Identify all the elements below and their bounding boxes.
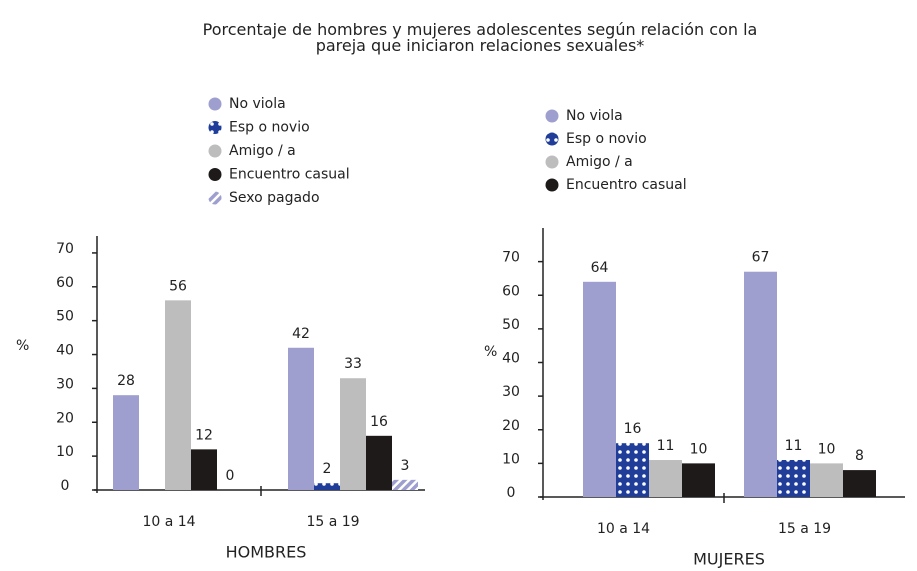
chart-title: Porcentaje de hombres y mujeres adolesce… <box>203 20 758 55</box>
y-axis-label: % <box>16 338 29 354</box>
bar <box>340 378 366 490</box>
bar <box>366 435 392 490</box>
legend-swatch <box>208 144 222 158</box>
y-tick-label: 0 <box>507 485 516 501</box>
y-tick-label: 70 <box>502 250 520 266</box>
bar <box>744 271 777 497</box>
value-label: 64 <box>591 260 609 276</box>
legend-label: Sexo pagado <box>229 190 320 206</box>
value-label: 12 <box>195 427 213 443</box>
bar <box>113 395 139 490</box>
y-tick-label: 40 <box>502 351 520 367</box>
bar <box>392 479 418 490</box>
value-label: 56 <box>169 278 187 294</box>
x-tick-label: 10 a 14 <box>597 521 650 537</box>
legend-swatch <box>545 178 559 192</box>
legend-label: Encuentro casual <box>229 167 350 183</box>
bar <box>314 483 340 490</box>
bar <box>288 347 314 490</box>
y-tick-label: 40 <box>56 343 74 359</box>
value-label: 33 <box>344 356 362 372</box>
bar <box>649 460 682 497</box>
y-tick-label: 0 <box>61 478 70 494</box>
bar <box>191 449 217 490</box>
value-label: 0 <box>226 468 235 484</box>
value-label: 10 <box>818 441 836 457</box>
value-label: 16 <box>370 414 388 430</box>
legend-label: Amigo / a <box>229 143 296 159</box>
x-tick-label: 15 a 19 <box>306 514 359 530</box>
bar <box>682 463 715 497</box>
bar <box>777 460 810 497</box>
legend-swatch <box>208 168 222 181</box>
bar <box>843 470 876 497</box>
legend-swatch <box>545 155 559 169</box>
y-tick-label: 60 <box>502 283 520 299</box>
value-label: 3 <box>401 458 410 474</box>
value-label: 2 <box>323 461 332 477</box>
y-axis-label: % <box>484 344 497 360</box>
x-tick-label: 15 a 19 <box>778 521 831 537</box>
y-tick-label: 30 <box>502 384 520 400</box>
y-tick-label: 20 <box>502 418 520 434</box>
legend-label: Esp o novio <box>566 131 647 147</box>
panel-title: HOMBRES <box>226 543 307 562</box>
legend-label: Amigo / a <box>566 154 633 170</box>
y-tick-label: 60 <box>56 275 74 291</box>
bar <box>616 443 649 497</box>
bar <box>165 300 191 490</box>
panel-title: MUJERES <box>693 550 765 569</box>
legend-swatch <box>208 191 222 205</box>
bar <box>810 463 843 497</box>
value-label: 8 <box>855 448 864 464</box>
value-label: 11 <box>785 438 803 454</box>
legend-swatch <box>545 109 559 123</box>
y-tick-label: 20 <box>56 410 74 426</box>
bar <box>583 281 616 497</box>
y-tick-label: 50 <box>502 317 520 333</box>
value-label: 11 <box>657 438 675 454</box>
value-label: 28 <box>117 373 135 389</box>
legend-swatch <box>208 121 222 134</box>
x-tick-label: 10 a 14 <box>142 514 195 530</box>
y-tick-label: 70 <box>56 241 74 257</box>
legend-swatch <box>545 132 559 146</box>
y-tick-label: 10 <box>502 451 520 467</box>
y-tick-label: 30 <box>56 376 74 392</box>
value-label: 10 <box>690 441 708 457</box>
y-tick-label: 50 <box>56 309 74 325</box>
legend-swatch <box>208 97 222 111</box>
value-label: 16 <box>624 421 642 437</box>
legend-label: Encuentro casual <box>566 177 687 193</box>
y-tick-label: 10 <box>56 444 74 460</box>
legend-label: No viola <box>566 108 623 124</box>
value-label: 67 <box>752 250 770 266</box>
legend-label: No viola <box>229 96 286 112</box>
value-label: 42 <box>292 326 310 342</box>
legend-label: Esp o novio <box>229 120 310 136</box>
